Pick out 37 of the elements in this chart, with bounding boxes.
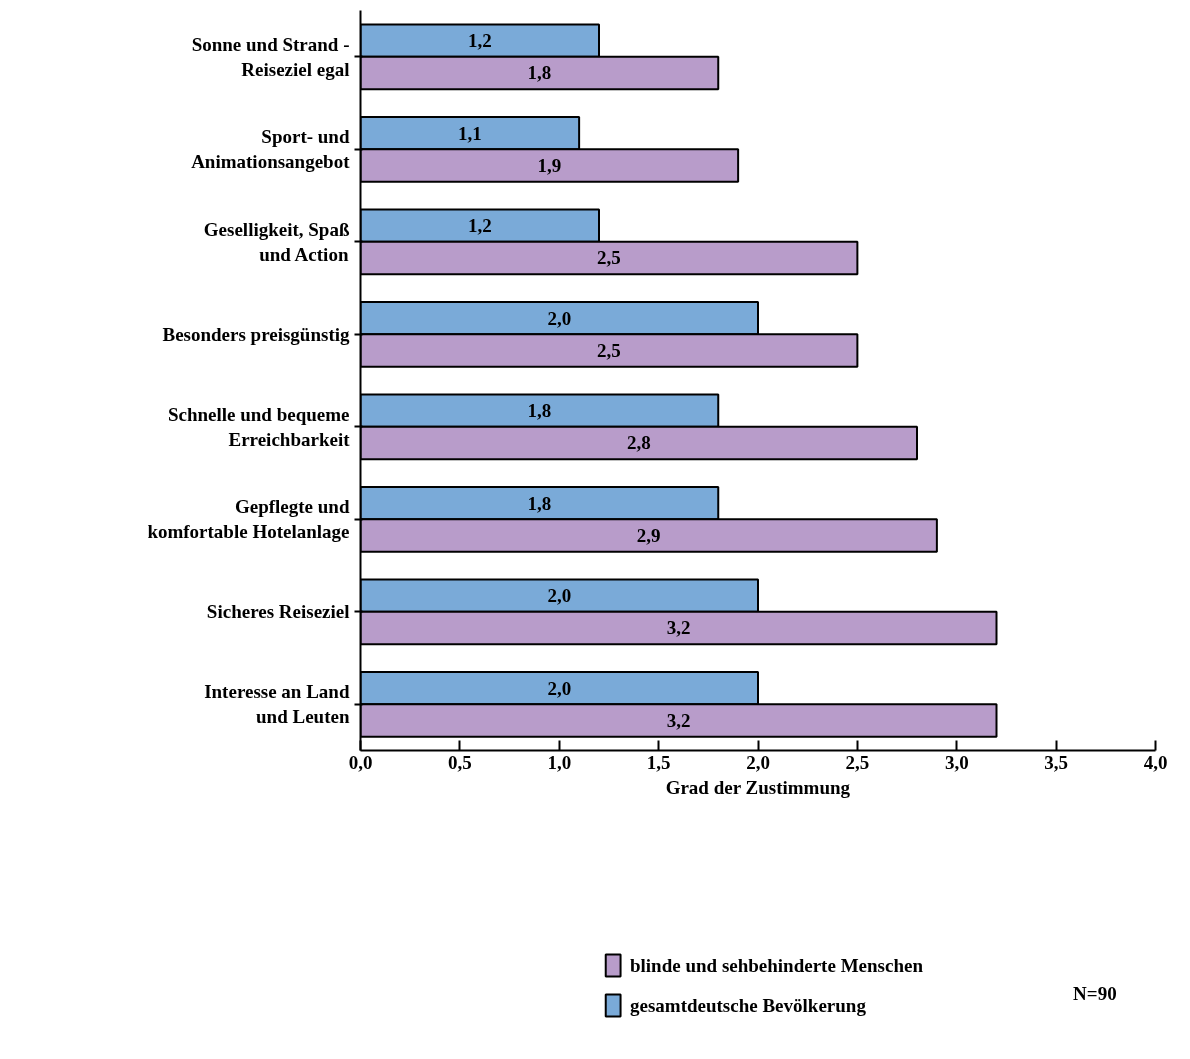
data-label: 3,2 (666, 709, 691, 731)
data-label: 2,5 (597, 247, 621, 269)
data-label: 1,2 (467, 30, 492, 52)
data-label: 2,0 (547, 307, 572, 329)
x-tick-label: 0,5 (448, 751, 472, 773)
x-tick-label: 3,0 (944, 751, 969, 773)
text: N=90 (1073, 982, 1117, 1004)
data-label: 2,0 (547, 677, 572, 699)
y-tick-label: Schnelle und bequeme Erreichbarkeit (167, 403, 351, 450)
data-label: 1,8 (527, 492, 552, 514)
y-tick-label: Gepflegte und komfortable Hotelanlage (147, 496, 350, 543)
legend-label: gesamtdeutsche Bevölkerung (629, 995, 867, 1016)
y-tick-label: Geselligkeit, Spaß und Action (203, 218, 350, 265)
data-label: 2,8 (626, 432, 651, 454)
y-tick-label: Sport- und Animationsangebot (191, 126, 351, 173)
y-tick-label: Sonne und Strand - Reiseziel egal (191, 33, 350, 80)
x-tick-label: 0,0 (348, 751, 373, 773)
data-label: 1,1 (457, 122, 482, 144)
y-tick-label: Besonders preisgünstig (162, 323, 350, 345)
x-tick-label: 1,5 (646, 751, 671, 773)
x-tick-label: 4,0 (1143, 751, 1168, 773)
x-tick-label: 3,5 (1044, 751, 1068, 773)
data-label: 2,0 (547, 585, 572, 607)
data-label: 1,8 (527, 62, 552, 84)
data-label: 1,8 (527, 400, 552, 422)
data-label: 1,2 (467, 215, 492, 237)
x-axis-title: Grad der Zustimmung (665, 776, 851, 798)
y-tick-label: Sicheres Reiseziel (206, 601, 350, 623)
data-label: 2,9 (636, 524, 661, 546)
data-label: 1,9 (537, 154, 562, 176)
data-label: 3,2 (666, 617, 691, 639)
x-tick-label: 2,0 (746, 751, 770, 773)
x-tick-label: 2,5 (845, 751, 870, 773)
y-tick-label: Interesse an Land und Leuten (204, 681, 350, 728)
x-tick-label: 1,0 (547, 751, 572, 773)
legend-label: blinde und sehbehinderte Menschen (629, 955, 924, 976)
data-label: 2,5 (597, 339, 621, 361)
